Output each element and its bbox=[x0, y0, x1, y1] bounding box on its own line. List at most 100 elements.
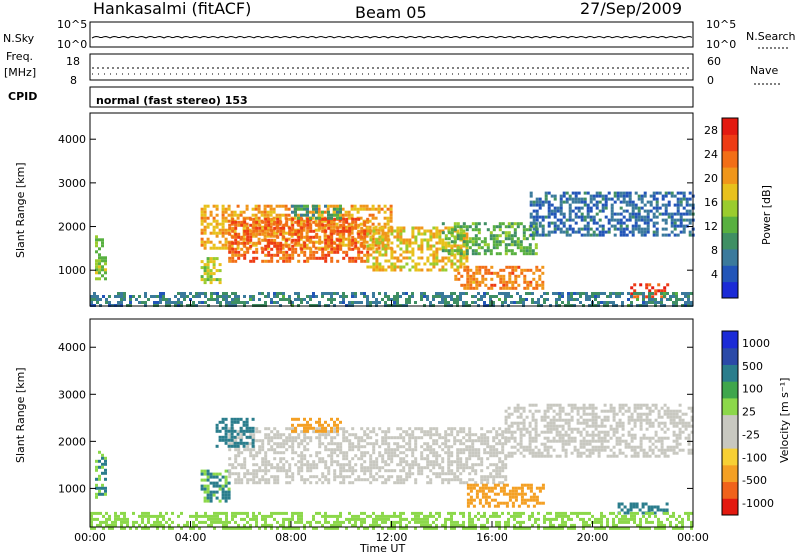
heatmap-cell bbox=[234, 221, 237, 224]
heatmap-cell bbox=[420, 472, 423, 475]
heatmap-cell bbox=[207, 500, 210, 503]
heatmap-cell bbox=[588, 295, 591, 298]
heatmap-cell bbox=[420, 242, 423, 245]
heatmap-cell bbox=[501, 466, 504, 469]
heatmap-cell bbox=[616, 425, 619, 428]
heatmap-cell bbox=[423, 233, 426, 236]
heatmap-cell bbox=[655, 419, 658, 422]
heatmap-cell bbox=[475, 278, 478, 281]
heatmap-cell bbox=[426, 448, 429, 451]
heatmap-cell bbox=[123, 515, 126, 518]
heatmap-cell bbox=[600, 301, 603, 304]
heatmap-cell bbox=[426, 442, 429, 445]
heatmap-cell bbox=[399, 239, 402, 242]
heatmap-cell bbox=[399, 295, 402, 298]
heatmap-cell bbox=[372, 266, 375, 269]
heatmap-cell bbox=[505, 416, 508, 419]
heatmap-cell bbox=[592, 410, 595, 413]
heatmap-cell bbox=[414, 460, 417, 463]
heatmap-cell bbox=[586, 425, 589, 428]
heatmap-cell bbox=[138, 524, 141, 527]
heatmap-cell bbox=[450, 295, 453, 298]
heatmap-cell bbox=[453, 245, 456, 248]
heatmap-cell bbox=[456, 439, 459, 442]
heatmap-cell bbox=[634, 419, 637, 422]
heatmap-cell bbox=[246, 236, 249, 239]
heatmap-cell bbox=[228, 463, 231, 466]
heatmap-cell bbox=[535, 452, 538, 455]
heatmap-cell bbox=[580, 440, 583, 443]
heatmap-cell bbox=[623, 228, 626, 231]
heatmap-cell bbox=[101, 454, 104, 457]
heatmap-cell bbox=[249, 245, 252, 248]
heatmap-cell bbox=[279, 451, 282, 454]
heatmap-cell bbox=[535, 446, 538, 449]
heatmap-cell bbox=[297, 460, 300, 463]
heatmap-cell bbox=[339, 445, 342, 448]
heatmap-cell bbox=[456, 430, 459, 433]
heatmap-cell bbox=[228, 257, 231, 260]
heatmap-cell bbox=[620, 207, 623, 210]
heatmap-cell bbox=[578, 216, 581, 219]
heatmap-cell bbox=[381, 266, 384, 269]
heatmap-cell bbox=[399, 475, 402, 478]
heatmap-cell bbox=[420, 451, 423, 454]
heatmap-cell bbox=[541, 419, 544, 422]
heatmap-cell bbox=[641, 231, 644, 234]
heatmap-cell bbox=[599, 192, 602, 195]
heatmap-cell bbox=[517, 425, 520, 428]
heatmap-cell bbox=[623, 216, 626, 219]
heatmap-cell bbox=[542, 201, 545, 204]
heatmap-cell bbox=[414, 239, 417, 242]
heatmap-cell bbox=[591, 292, 594, 295]
heatmap-cell bbox=[372, 269, 375, 272]
heatmap-cell bbox=[565, 455, 568, 458]
heatmap-cell bbox=[535, 434, 538, 437]
heatmap-cell bbox=[387, 220, 390, 223]
freq-unit: [MHz] bbox=[4, 66, 36, 79]
heatmap-cell bbox=[484, 272, 487, 275]
heatmap-cell bbox=[450, 266, 453, 269]
heatmap-cell bbox=[408, 269, 411, 272]
heatmap-cell bbox=[345, 221, 348, 224]
heatmap-cell bbox=[541, 452, 544, 455]
heatmap-cell bbox=[548, 216, 551, 219]
heatmap-cell bbox=[273, 227, 276, 230]
heatmap-cell bbox=[610, 407, 613, 410]
heatmap-cell bbox=[384, 448, 387, 451]
heatmap-cell bbox=[614, 195, 617, 198]
heatmap-cell bbox=[598, 416, 601, 419]
heatmap-cell bbox=[390, 269, 393, 272]
heatmap-cell bbox=[225, 292, 228, 295]
heatmap-cell bbox=[652, 422, 655, 425]
heatmap-cell bbox=[447, 463, 450, 466]
heatmap-cell bbox=[645, 295, 648, 298]
heatmap-cell bbox=[228, 251, 231, 254]
heatmap-cell bbox=[366, 260, 369, 263]
heatmap-cell bbox=[354, 292, 357, 295]
heatmap-cell bbox=[596, 234, 599, 237]
heatmap-cell bbox=[590, 195, 593, 198]
heatmap-cell bbox=[315, 217, 318, 220]
heatmap-cell bbox=[541, 281, 544, 284]
heatmap-cell bbox=[363, 433, 366, 436]
heatmap-cell bbox=[438, 463, 441, 466]
heatmap-cell bbox=[651, 301, 654, 304]
heatmap-cell bbox=[467, 499, 470, 502]
heatmap-cell bbox=[420, 445, 423, 448]
heatmap-cell bbox=[402, 445, 405, 448]
heatmap-cell bbox=[363, 445, 366, 448]
heatmap-cell bbox=[620, 192, 623, 195]
heatmap-cell bbox=[276, 451, 279, 454]
heatmap-cell bbox=[435, 475, 438, 478]
heatmap-cell bbox=[605, 231, 608, 234]
heatmap-cell bbox=[141, 518, 144, 521]
heatmap-cell bbox=[342, 430, 345, 433]
heatmap-cell bbox=[102, 521, 105, 524]
heatmap-cell bbox=[530, 225, 533, 228]
heatmap-cell bbox=[210, 281, 213, 284]
heatmap-cell bbox=[258, 451, 261, 454]
heatmap-cell bbox=[177, 524, 180, 527]
heatmap-cell bbox=[264, 472, 267, 475]
heatmap-cell bbox=[327, 298, 330, 301]
